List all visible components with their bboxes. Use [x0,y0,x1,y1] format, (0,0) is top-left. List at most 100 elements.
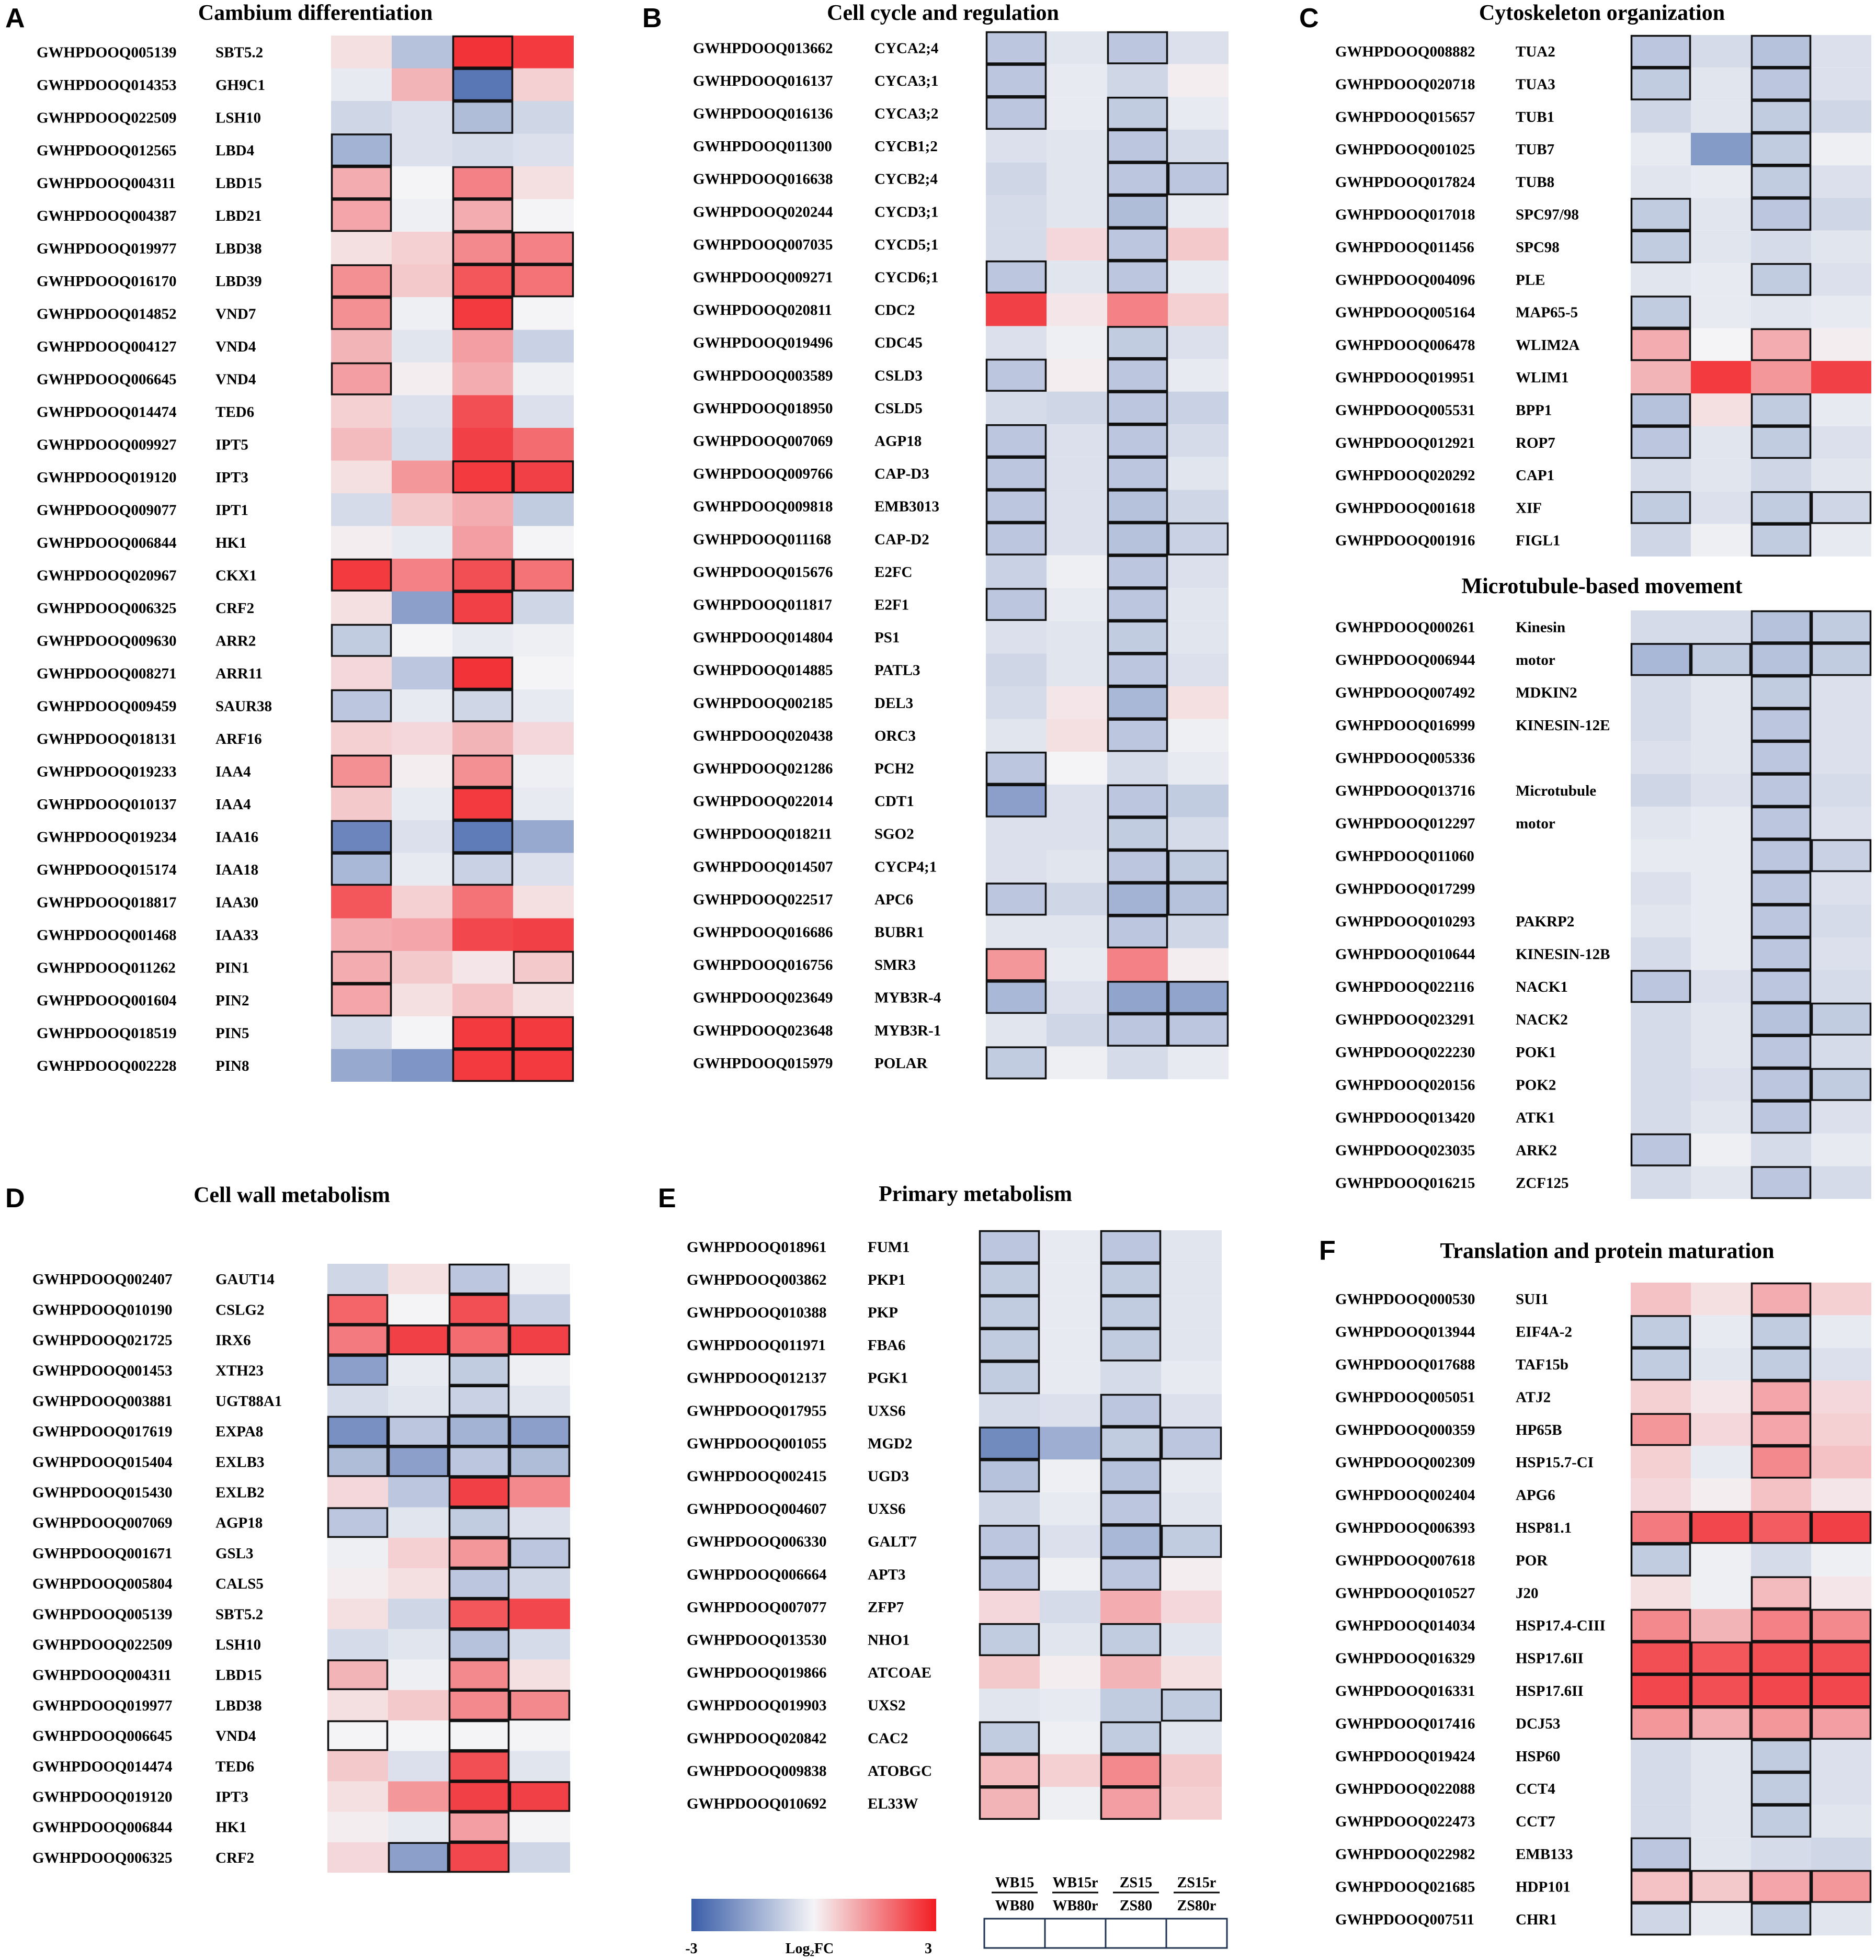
gene-id-label: GWHPDOOQ009818 [693,499,833,515]
gene-id-label: GWHPDOOQ011971 [687,1337,826,1354]
gene-id-label: GWHPDOOQ007069 [693,433,833,450]
heatmap-cell [1107,948,1168,981]
heatmap-cell [1100,1459,1161,1492]
significance-box [1690,643,1752,676]
significance-box [1107,228,1168,261]
heatmap-cell [1100,1328,1161,1362]
heatmap-cell [449,1568,509,1599]
significance-box [1630,1543,1691,1577]
gene-id-label: GWHPDOOQ006664 [687,1566,826,1583]
heatmap-cell [1691,1870,1751,1903]
heatmap-cell [1751,426,1811,459]
heatmap-cell [1047,391,1107,425]
heatmap-cell [1161,1656,1222,1689]
heatmap-cell [1161,1721,1222,1754]
heatmap-cells [1630,610,1872,1199]
gene-name-label: Microtubule [1516,783,1596,799]
heatmap-cell [986,1014,1047,1047]
gene-name-label: MDKIN2 [1516,684,1577,701]
heatmap-cell [1811,35,1871,68]
gene-name-label: CYCP4;1 [874,858,937,875]
heatmap-cell [1751,524,1811,557]
significance-box [1750,1445,1812,1479]
significance-box [509,1415,571,1447]
gene-id-label: GWHPDOOQ001468 [37,927,176,944]
heatmap-cell [513,787,574,820]
heatmap-cell [449,1781,509,1812]
heatmap-cell [1040,1525,1100,1558]
heatmap-cell [1168,752,1229,785]
heatmap-cell [1811,100,1871,133]
gene-id-label: GWHPDOOQ019120 [37,469,176,486]
heatmap-cell [513,918,574,951]
significance-box [985,358,1047,392]
color-legend: -3 Log₂FC 3 WB15 WB80 WB15r WB80r ZS15 ZS80 ZS… [685,1875,1228,1957]
gene-id-label: GWHPDOOQ014353 [37,77,176,94]
gene-name-label: TUB8 [1516,174,1554,190]
gene-id-label: GWHPDOOQ003862 [687,1272,826,1288]
heatmap-cell [1751,100,1811,133]
significance-box [388,1324,449,1355]
heatmap-cell [986,457,1047,490]
gene-name-label: XTH23 [215,1363,264,1379]
gene-id-label: GWHPDOOQ009838 [687,1763,826,1780]
heatmap-cell [1631,610,1691,643]
heatmap-cell [1691,165,1751,198]
heatmap-cell [1631,643,1691,676]
significance-box [1100,1721,1162,1754]
heatmap-cell [1168,686,1229,719]
significance-box [1811,1870,1872,1903]
significance-box [1750,198,1812,231]
heatmap-cell [509,1568,570,1599]
heatmap-cell [1691,1511,1751,1544]
significance-box [327,1659,389,1691]
gene-id-label: GWHPDOOQ016215 [1335,1175,1475,1192]
heatmap-cell [327,1690,388,1720]
heatmap-cell [1161,1623,1222,1656]
gene-id-label: GWHPDOOQ021286 [693,761,833,777]
significance-box [331,362,392,395]
heatmap-cell [1691,35,1751,68]
heatmap-cell [986,31,1047,64]
gene-id-label: GWHPDOOQ006478 [1335,337,1475,354]
heatmap-cell [1751,1544,1811,1577]
gene-id-label: GWHPDOOQ014474 [37,404,176,421]
heatmap-cell [1811,1837,1871,1871]
legend-column-key: WB15 WB80 WB15r WB80r ZS15 ZS80 ZS15r ZS80r [983,1875,1228,1949]
heatmap-cell [1100,1754,1161,1787]
heatmap-cell [1751,1805,1811,1838]
gene-id-label: GWHPDOOQ016329 [1335,1650,1475,1667]
gene-name-label: LBD4 [215,142,254,159]
significance-box [452,199,514,232]
significance-box [979,1361,1040,1395]
heatmap-cell [392,68,452,101]
heatmap-cell [1100,1590,1161,1624]
gene-name-label: IAA4 [215,796,251,813]
gene-id-label: GWHPDOOQ008882 [1335,43,1475,60]
heatmap-cell [1811,1068,1871,1101]
heatmap-cells [979,1230,1222,1820]
heatmap-cell [1107,1046,1168,1080]
gene-id-label: GWHPDOOQ015676 [693,564,833,581]
significance-box [1630,1706,1691,1740]
heatmap-cell [1811,524,1871,557]
gene-name-label: UXS2 [868,1697,906,1714]
heatmap-cell [331,526,392,559]
significance-box [448,1781,510,1812]
gene-name-label: IPT3 [215,469,248,486]
heatmap-cell [986,326,1047,359]
heatmap-cell [1751,1641,1811,1674]
heatmap-cell [1047,653,1107,686]
significance-box [979,1328,1040,1362]
significance-box [1630,393,1691,426]
significance-box [985,490,1047,523]
significance-box [1107,686,1168,719]
heatmap-cell [1168,588,1229,621]
gene-id-label: GWHPDOOQ023649 [693,990,833,1006]
heatmap-cell [986,97,1047,130]
heatmap-cell [1168,64,1229,97]
heatmap-cell [392,755,452,788]
heatmap-cell [1811,1707,1871,1740]
significance-box [1107,260,1168,294]
heatmap-cell [452,1016,513,1049]
